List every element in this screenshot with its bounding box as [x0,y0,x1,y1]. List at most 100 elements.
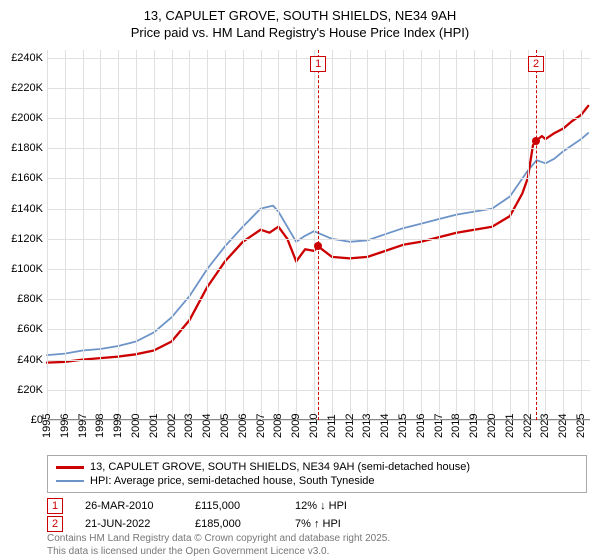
sale-marker-line-2 [536,50,537,420]
x-tick-label: 2025 [575,414,587,438]
grid-v [172,50,173,420]
sale-row-1: 1 26-MAR-2010 £115,000 12% ↓ HPI [47,498,587,514]
y-tick-label: £160K [11,172,43,184]
x-tick-label: 1996 [59,414,71,438]
grid-v [100,50,101,420]
grid-v [563,50,564,420]
chart-title-line2: Price paid vs. HM Land Registry's House … [0,23,600,40]
sale-marker-dot-1 [314,242,322,250]
grid-v [189,50,190,420]
x-tick-label: 2008 [272,414,284,438]
sale-marker-badge-1: 1 [310,56,326,72]
x-tick-label: 2001 [148,414,160,438]
grid-v [65,50,66,420]
x-tick-label: 2003 [183,414,195,438]
chart-title-line1: 13, CAPULET GROVE, SOUTH SHIELDS, NE34 9… [0,0,600,23]
grid-v [403,50,404,420]
sale-row-2: 2 21-JUN-2022 £185,000 7% ↑ HPI [47,516,587,532]
legend-label-2: HPI: Average price, semi-detached house,… [90,475,375,487]
grid-v [474,50,475,420]
x-tick-label: 2021 [504,414,516,438]
grid-v [207,50,208,420]
x-tick-label: 2012 [344,414,356,438]
grid-v [243,50,244,420]
legend-box: 13, CAPULET GROVE, SOUTH SHIELDS, NE34 9… [47,455,587,493]
x-tick-label: 1998 [94,414,106,438]
grid-v [261,50,262,420]
grid-v [439,50,440,420]
x-tick-label: 2017 [433,414,445,438]
grid-v [154,50,155,420]
grid-v [528,50,529,420]
grid-v [278,50,279,420]
legend-item-1: 13, CAPULET GROVE, SOUTH SHIELDS, NE34 9… [56,460,578,474]
sale-marker-dot-2 [532,137,540,145]
x-tick-label: 2022 [522,414,534,438]
x-tick-label: 1997 [77,414,89,438]
y-tick-label: £40K [17,354,43,366]
x-tick-label: 2013 [361,414,373,438]
x-tick-label: 1995 [41,414,53,438]
legend-swatch-2 [56,480,84,482]
grid-v [314,50,315,420]
sale-badge-2: 2 [47,516,63,532]
y-tick-label: £100K [11,263,43,275]
grid-v [225,50,226,420]
x-tick-label: 2011 [326,414,338,438]
grid-v [510,50,511,420]
grid-v [47,50,48,420]
sale-price-2: £185,000 [195,518,295,530]
footer-attribution: Contains HM Land Registry data © Crown c… [47,533,390,558]
sale-date-1: 26-MAR-2010 [85,500,195,512]
x-tick-label: 1999 [112,414,124,438]
x-tick-label: 2023 [539,414,551,438]
grid-v [136,50,137,420]
x-tick-label: 2016 [415,414,427,438]
sale-pct-2: 7% ↑ HPI [295,518,341,530]
x-tick-label: 2019 [468,414,480,438]
sale-marker-line-1 [318,50,319,420]
grid-v [385,50,386,420]
x-tick-label: 2015 [397,414,409,438]
y-tick-label: £180K [11,142,43,154]
grid-v [545,50,546,420]
y-tick-label: £80K [17,293,43,305]
legend-label-1: 13, CAPULET GROVE, SOUTH SHIELDS, NE34 9… [90,461,470,473]
legend-item-2: HPI: Average price, semi-detached house,… [56,474,578,488]
grid-v [367,50,368,420]
y-tick-label: £120K [11,233,43,245]
footer-line1: Contains HM Land Registry data © Crown c… [47,533,390,546]
y-tick-label: £240K [11,52,43,64]
grid-v [421,50,422,420]
y-tick-label: £140K [11,203,43,215]
y-tick-label: £20K [17,384,43,396]
x-tick-label: 2024 [557,414,569,438]
x-tick-label: 2007 [255,414,267,438]
footer-line2: This data is licensed under the Open Gov… [47,546,390,559]
sale-pct-1: 12% ↓ HPI [295,500,347,512]
sale-date-2: 21-JUN-2022 [85,518,195,530]
x-tick-label: 2004 [201,414,213,438]
x-tick-label: 2002 [166,414,178,438]
sale-marker-badge-2: 2 [528,56,544,72]
grid-v [492,50,493,420]
sale-price-1: £115,000 [195,500,295,512]
grid-v [83,50,84,420]
sale-badge-1: 1 [47,498,63,514]
chart-plot-area: £0£20K£40K£60K£80K£100K£120K£140K£160K£1… [47,50,590,420]
grid-v [296,50,297,420]
grid-v [581,50,582,420]
y-tick-label: £200K [11,112,43,124]
x-tick-label: 2009 [290,414,302,438]
grid-v [456,50,457,420]
x-tick-label: 2006 [237,414,249,438]
x-tick-label: 2014 [379,414,391,438]
grid-v [332,50,333,420]
y-tick-label: £220K [11,82,43,94]
grid-v [350,50,351,420]
legend-swatch-1 [56,466,84,469]
x-tick-label: 2018 [450,414,462,438]
y-tick-label: £60K [17,323,43,335]
x-tick-label: 2000 [130,414,142,438]
x-tick-label: 2020 [486,414,498,438]
